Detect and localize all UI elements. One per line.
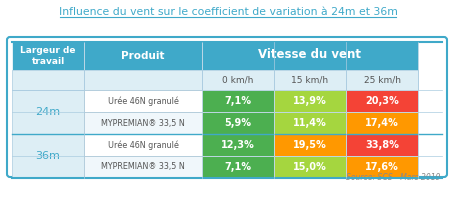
Text: 19,5%: 19,5% — [293, 140, 327, 150]
Bar — [346, 70, 418, 90]
Bar — [84, 42, 202, 70]
Bar — [202, 156, 274, 178]
Text: 5,9%: 5,9% — [225, 118, 251, 128]
Text: Vitesse du vent: Vitesse du vent — [259, 47, 361, 60]
Text: MYPREMIAN® 33,5 N: MYPREMIAN® 33,5 N — [101, 163, 185, 172]
Text: 36m: 36m — [36, 151, 60, 161]
Bar — [84, 156, 202, 178]
Text: 20,3%: 20,3% — [365, 96, 399, 106]
Bar — [12, 90, 84, 134]
Text: 15 km/h: 15 km/h — [291, 75, 328, 85]
Text: 7,1%: 7,1% — [225, 96, 251, 106]
Bar — [346, 112, 418, 134]
Text: MYPREMIAN® 33,5 N: MYPREMIAN® 33,5 N — [101, 119, 185, 127]
Text: 7,1%: 7,1% — [225, 162, 251, 172]
Bar — [274, 90, 346, 112]
Text: 17,4%: 17,4% — [365, 118, 399, 128]
Text: 12,3%: 12,3% — [221, 140, 255, 150]
Text: Urée 46N granulé: Urée 46N granulé — [107, 140, 178, 150]
Text: Influence du vent sur le coefficient de variation à 24m et 36m: Influence du vent sur le coefficient de … — [58, 7, 397, 17]
Text: Produit: Produit — [121, 51, 165, 61]
Text: 11,4%: 11,4% — [293, 118, 327, 128]
Bar — [84, 90, 202, 112]
Bar — [84, 112, 202, 134]
Bar — [84, 134, 202, 156]
Bar — [84, 70, 202, 90]
Bar — [346, 90, 418, 112]
Bar — [274, 112, 346, 134]
Text: Source: SCS - Mars 2019: Source: SCS - Mars 2019 — [346, 174, 440, 182]
Bar — [12, 42, 84, 70]
Text: Largeur de
travail: Largeur de travail — [20, 46, 76, 66]
Text: 17,6%: 17,6% — [365, 162, 399, 172]
Bar — [202, 42, 418, 70]
Bar — [12, 70, 84, 90]
Bar — [274, 134, 346, 156]
Bar — [202, 90, 274, 112]
Text: Urée 46N granulé: Urée 46N granulé — [107, 96, 178, 106]
Bar — [12, 134, 84, 178]
Bar — [202, 70, 274, 90]
Bar — [346, 156, 418, 178]
Text: 13,9%: 13,9% — [293, 96, 327, 106]
Text: 15,0%: 15,0% — [293, 162, 327, 172]
Bar — [274, 70, 346, 90]
Text: 24m: 24m — [35, 107, 61, 117]
Bar — [202, 134, 274, 156]
Bar — [346, 134, 418, 156]
Text: 25 km/h: 25 km/h — [363, 75, 400, 85]
FancyBboxPatch shape — [7, 37, 447, 177]
Text: 33,8%: 33,8% — [365, 140, 399, 150]
Text: 0 km/h: 0 km/h — [222, 75, 254, 85]
Bar — [202, 112, 274, 134]
Bar — [274, 156, 346, 178]
